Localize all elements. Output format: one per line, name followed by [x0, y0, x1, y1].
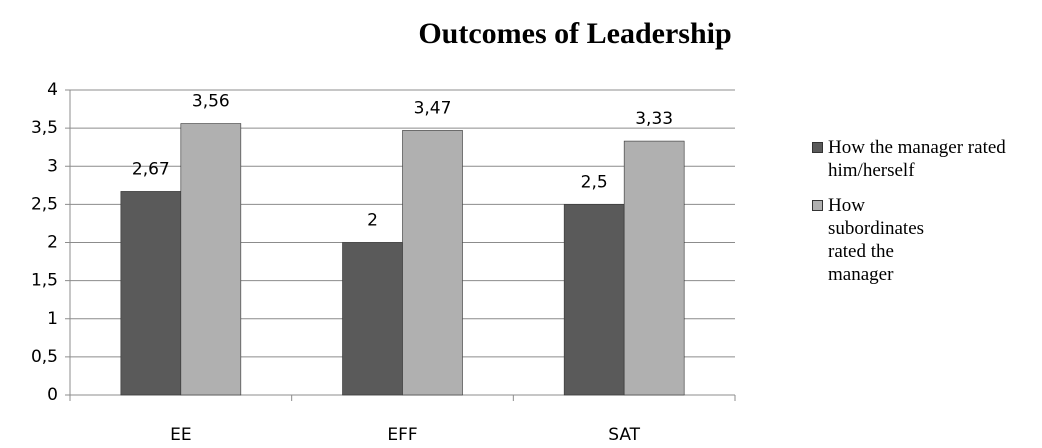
data-label: 3,47 [414, 98, 452, 118]
bar [623, 140, 685, 396]
y-tick-label: 0,5 [31, 347, 58, 367]
data-label: 3,56 [192, 92, 230, 112]
x-tick-label: EFF [387, 425, 417, 445]
y-tick-label: 2,5 [31, 194, 58, 214]
legend-swatch [812, 142, 823, 153]
x-tick-label: SAT [608, 425, 640, 445]
bar [120, 191, 182, 396]
bar [563, 204, 625, 396]
y-tick-label: 1 [47, 309, 58, 329]
y-tick-label: 3,5 [31, 118, 58, 138]
data-label: 2,5 [581, 172, 608, 192]
y-tick-label: 4 [47, 80, 58, 100]
y-tick-label: 1,5 [31, 271, 58, 291]
legend-item: How subordinates rated the manager [812, 194, 948, 286]
x-tick-label: EE [170, 425, 191, 445]
bar [180, 123, 242, 396]
legend: How the manager rated him/herself How sub… [812, 136, 1037, 298]
y-tick-label: 2 [47, 233, 58, 253]
legend-label: How the manager rated him/herself [828, 137, 1006, 181]
legend-item: How the manager rated him/herself [812, 136, 1042, 182]
y-tick-label: 3 [47, 156, 58, 176]
bar [342, 242, 403, 396]
data-label: 2,67 [132, 159, 170, 179]
data-label: 3,33 [635, 109, 673, 129]
data-label: 2 [367, 211, 378, 231]
legend-swatch [812, 200, 823, 211]
y-tick-label: 0 [47, 385, 58, 405]
bar [402, 130, 463, 396]
chart-title: Outcomes of Leadership [418, 17, 731, 50]
legend-label: How subordinates rated the manager [828, 195, 925, 285]
